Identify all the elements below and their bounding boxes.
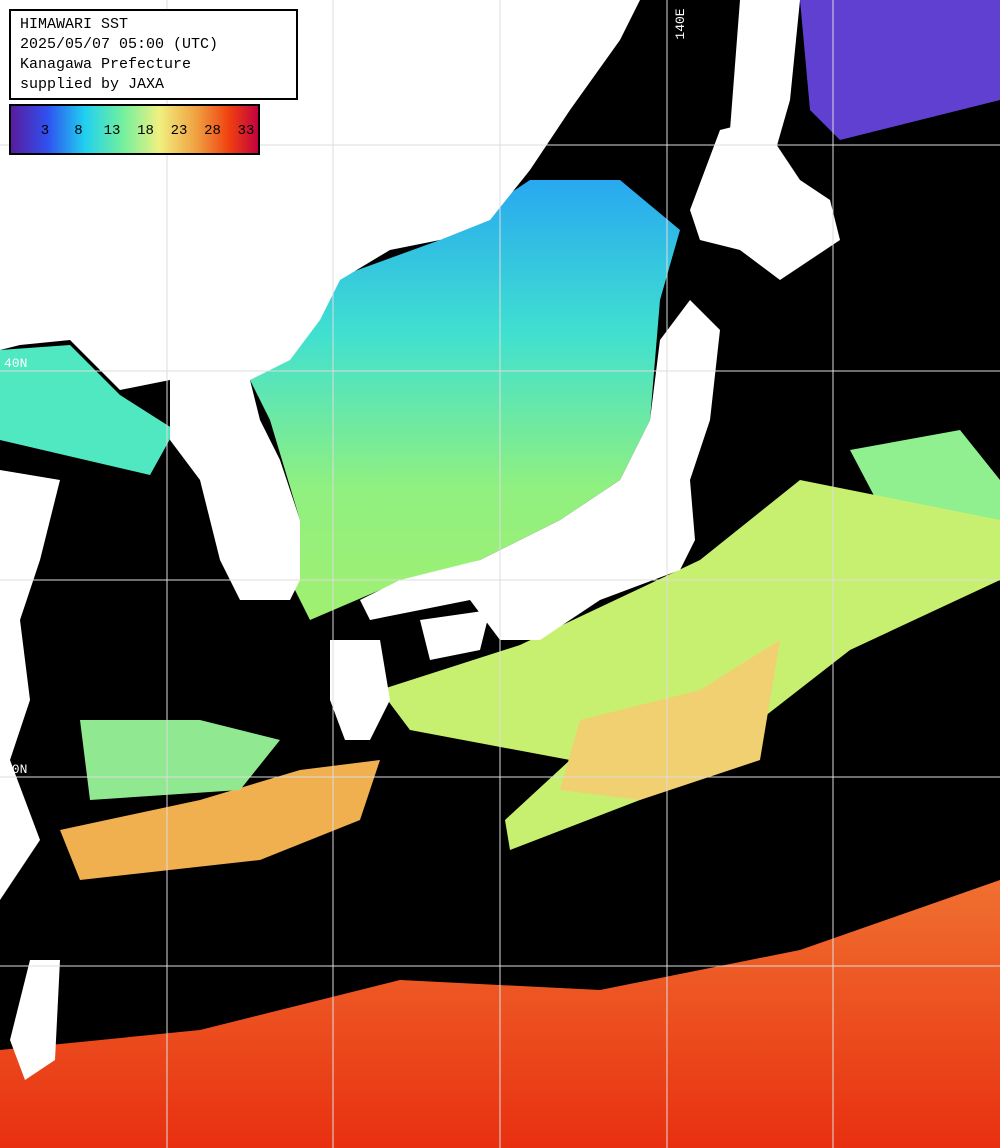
sst-sea-of-japan	[250, 180, 680, 620]
sst-west-green	[80, 720, 280, 800]
info-box	[9, 9, 298, 100]
sst-mid-band	[380, 480, 1000, 850]
longitude-label: 140E	[673, 8, 688, 39]
latitude-label: 30N	[4, 762, 27, 777]
info-line: 2025/05/07 05:00 (UTC)	[20, 36, 218, 53]
latitude-label: 40N	[4, 356, 27, 371]
colorbar-tick-label: 33	[238, 123, 255, 139]
colorbar-tick-label: 23	[171, 123, 188, 139]
hokkaido	[690, 120, 840, 280]
taiwan	[10, 960, 60, 1080]
colorbar	[9, 104, 260, 155]
china-coast	[0, 470, 60, 900]
info-line: Kanagawa Prefecture	[20, 56, 191, 73]
sst-kuroshio	[560, 640, 780, 800]
honshu	[360, 300, 720, 640]
colorbar-ticks: 3 8 13 18 23 28 33	[41, 123, 255, 139]
colorbar-tick-label: 3	[41, 123, 49, 139]
colorbar-tick-label: 18	[137, 123, 154, 139]
colorbar-tick-label: 8	[74, 123, 82, 139]
kyushu	[330, 640, 390, 740]
colorbar-tick-label: 13	[104, 123, 121, 139]
sst-yellow-sea	[0, 345, 175, 475]
info-line: HIMAWARI SST	[20, 16, 128, 33]
info-line: supplied by JAXA	[20, 76, 164, 93]
sst-orange-patch	[60, 760, 380, 880]
colorbar-tick-label: 28	[204, 123, 221, 139]
shikoku	[420, 610, 490, 660]
sst-purple-north	[800, 0, 1000, 140]
